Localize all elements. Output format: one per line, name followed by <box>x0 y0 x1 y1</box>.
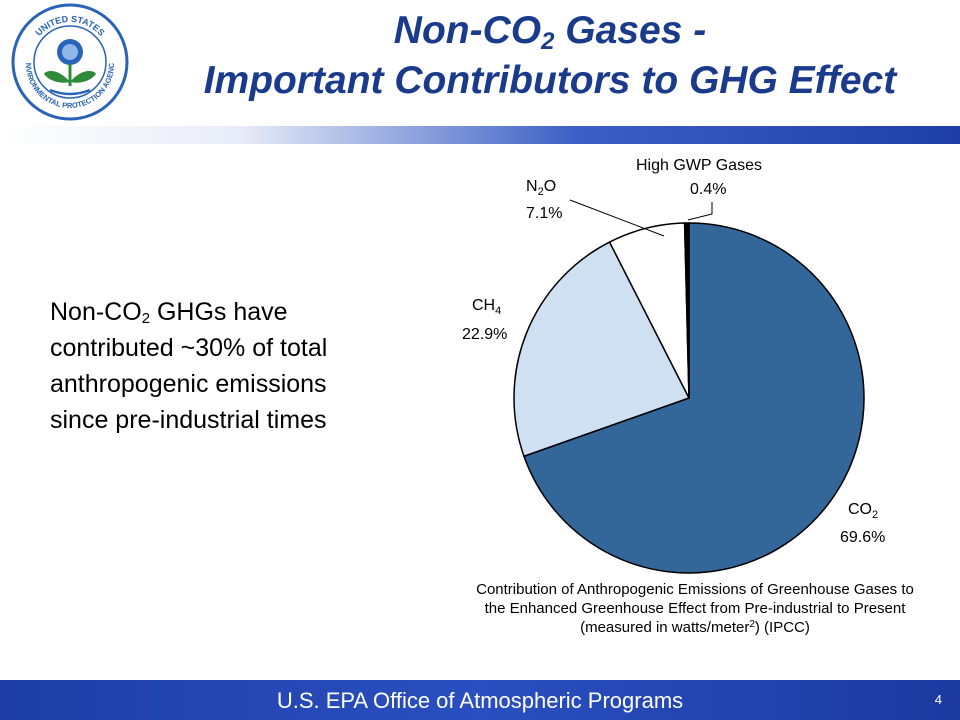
page-title: Non-CO2 Gases - Important Contributors t… <box>140 6 960 106</box>
label-co2-name: CO2 <box>848 501 878 521</box>
body-line-2: contributed ~30% of total <box>50 334 328 362</box>
header-band <box>0 126 960 144</box>
label-high-gwp-name: High GWP Gases <box>636 157 762 174</box>
leader-line-high-gwp <box>687 202 713 221</box>
pie-chart: CO2 69.6% CH4 22.9% N2O 7.1% High GWP Ga… <box>462 157 885 574</box>
label-high-gwp-value: 0.4% <box>690 181 726 198</box>
title-line-1: Non-CO2 Gases - <box>393 9 707 55</box>
epa-seal-icon: UNITED STATES ENVIRONMENTAL PROTECTION A… <box>10 2 129 121</box>
label-ch4-name: CH4 <box>472 297 501 317</box>
label-high-gwp: High GWP Gases 0.4% <box>636 157 762 198</box>
body-line-1: Non-CO2 GHGs have <box>50 298 288 327</box>
label-n2o-value: 7.1% <box>526 205 562 222</box>
label-co2-value: 69.6% <box>840 529 885 546</box>
label-ch4-value: 22.9% <box>462 326 507 343</box>
pie-slice-co2 <box>523 222 865 574</box>
footer-text: U.S. EPA Office of Atmospheric Programs <box>276 688 684 713</box>
pie-slices <box>513 222 865 574</box>
chart-caption: Contribution of Anthropogenic Emissions … <box>476 581 914 636</box>
body-line-3: anthropogenic emissions <box>50 370 327 398</box>
page-number: 4 <box>934 692 942 707</box>
pie-slice-high-gwp <box>683 222 690 399</box>
body-text: Non-CO2 GHGs have contributed ~30% of to… <box>50 294 410 438</box>
pie-slice-ch4 <box>513 241 691 458</box>
body-line-4: since pre-industrial times <box>50 406 327 434</box>
label-n2o-name: N2O <box>526 178 556 198</box>
label-ch4: CH4 22.9% <box>462 297 507 343</box>
label-n2o: N2O 7.1% <box>526 178 562 222</box>
leader-line-n2o <box>569 199 665 237</box>
title-line-2: Important Contributors to GHG Effect <box>203 59 897 102</box>
footer-bar: U.S. EPA Office of Atmospheric Programs … <box>0 680 960 720</box>
label-co2: CO2 69.6% <box>840 501 885 546</box>
